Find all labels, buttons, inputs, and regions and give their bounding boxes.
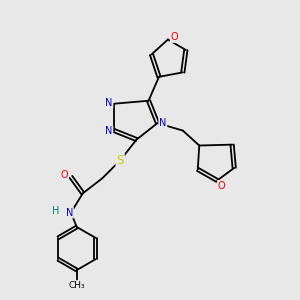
Text: O: O (61, 170, 68, 180)
Text: N: N (66, 208, 73, 218)
Text: O: O (218, 181, 226, 191)
Text: S: S (116, 154, 124, 167)
Text: N: N (159, 118, 167, 128)
Text: CH₃: CH₃ (68, 281, 85, 290)
Text: N: N (105, 98, 112, 108)
Text: O: O (171, 32, 178, 42)
Text: N: N (105, 126, 112, 136)
Text: H: H (52, 206, 59, 216)
